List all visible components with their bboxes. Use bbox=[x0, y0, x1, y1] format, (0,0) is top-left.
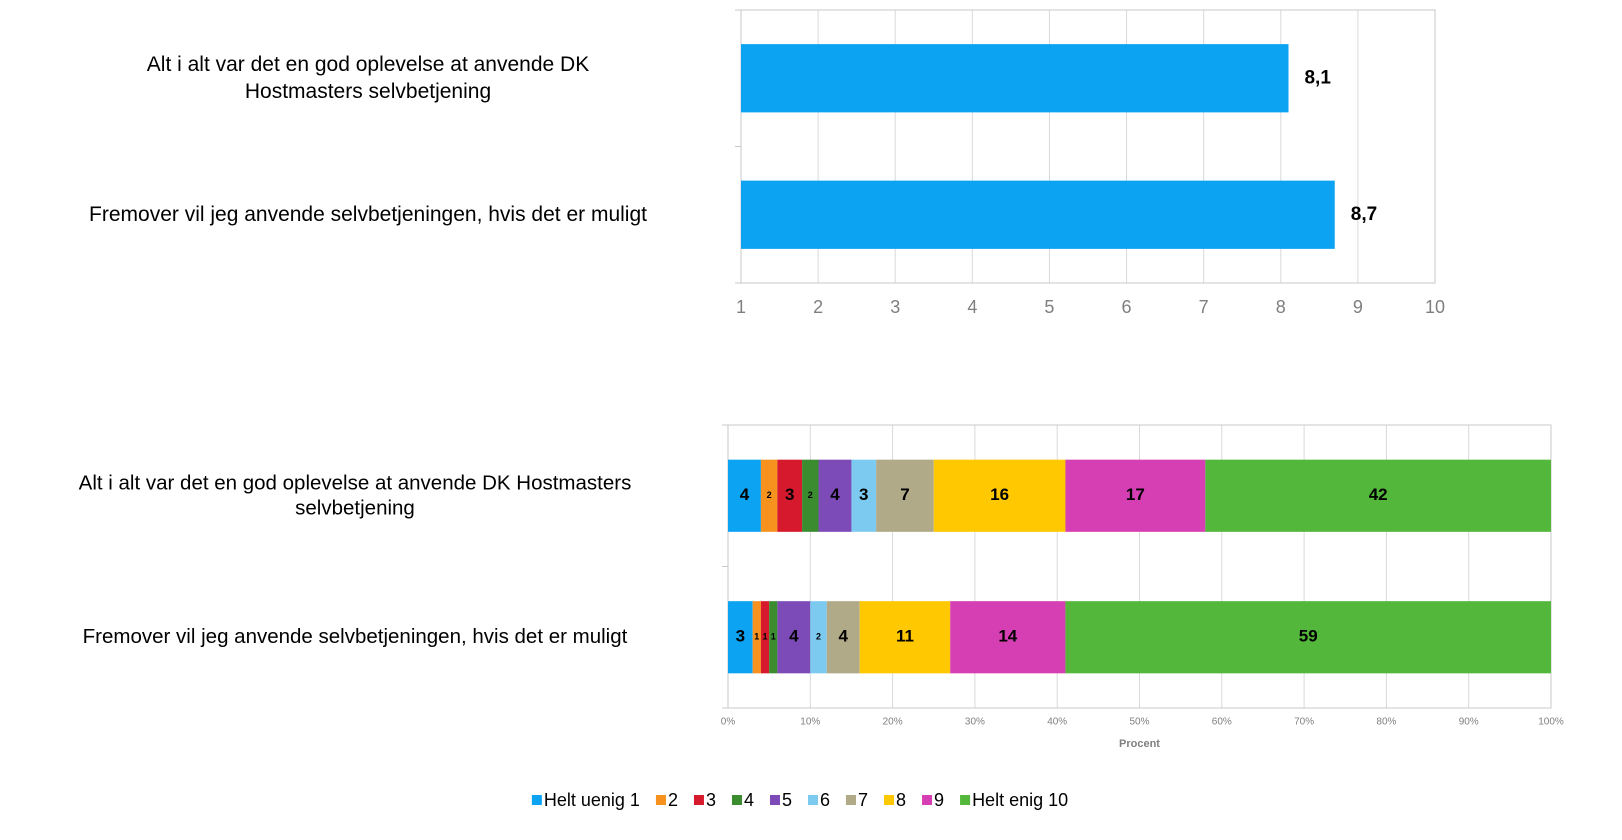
data-label: 2 bbox=[808, 490, 813, 500]
data-label: 2 bbox=[816, 632, 821, 642]
bar-segment bbox=[777, 459, 803, 532]
data-label: 59 bbox=[1299, 627, 1318, 646]
category-label: Alt i alt var det en god oplevelse at an… bbox=[78, 471, 632, 520]
data-label: 17 bbox=[1126, 485, 1145, 504]
x-tick-label: 100% bbox=[1538, 717, 1564, 728]
bar-segment bbox=[777, 601, 811, 674]
bar-segment bbox=[1065, 459, 1206, 532]
x-tick-label: 3 bbox=[890, 297, 900, 317]
legend-label: 5 bbox=[782, 790, 792, 810]
bar-segment bbox=[826, 601, 860, 674]
legend-label: 8 bbox=[896, 790, 906, 810]
bar-segment bbox=[851, 459, 877, 532]
bar-segment bbox=[933, 459, 1066, 532]
bar-segment bbox=[760, 601, 770, 674]
data-label: 7 bbox=[900, 485, 909, 504]
x-tick-label: 4 bbox=[967, 297, 977, 317]
data-label: 8,1 bbox=[1304, 67, 1331, 88]
legend-swatch bbox=[960, 795, 971, 805]
data-label: 3 bbox=[859, 485, 868, 504]
x-tick-label: 1 bbox=[736, 297, 746, 317]
bar-segment bbox=[752, 601, 761, 674]
x-tick-label: 70% bbox=[1294, 717, 1314, 728]
legend-swatch bbox=[808, 795, 818, 805]
bar-segment bbox=[1065, 601, 1551, 674]
category-label: Alt i alt var det en god oplevelse at an… bbox=[146, 53, 590, 103]
bar-segment bbox=[859, 601, 951, 674]
x-tick-label: 80% bbox=[1376, 717, 1396, 728]
legend-swatch bbox=[846, 795, 857, 805]
data-label: 3 bbox=[736, 627, 745, 646]
data-label: 8,7 bbox=[1351, 204, 1377, 225]
legend-swatch bbox=[531, 795, 542, 805]
legend-label: 2 bbox=[668, 790, 678, 810]
data-label: 1 bbox=[771, 632, 776, 642]
legend-swatch bbox=[922, 795, 933, 805]
bar-segment bbox=[810, 601, 827, 674]
bar-segment bbox=[728, 601, 753, 674]
legend-swatch bbox=[769, 795, 780, 805]
x-tick-label: 30% bbox=[965, 717, 985, 728]
x-tick-label: 40% bbox=[1047, 717, 1067, 728]
bar bbox=[741, 180, 1335, 249]
data-label: 4 bbox=[830, 485, 840, 504]
category-label: Fremover vil jeg anvende selvbetjeningen… bbox=[82, 625, 628, 649]
category-label: Fremover vil jeg anvende selvbetjeningen… bbox=[89, 202, 647, 226]
data-label: 4 bbox=[838, 627, 848, 646]
legend-label: 7 bbox=[858, 790, 868, 810]
bar-segment bbox=[1205, 459, 1551, 532]
bar-segment bbox=[760, 459, 778, 532]
legend-swatch bbox=[884, 795, 895, 805]
legend-swatch bbox=[693, 795, 704, 805]
bar bbox=[741, 44, 1289, 113]
legend-label: 3 bbox=[706, 790, 716, 810]
x-tick-label: 10% bbox=[800, 717, 820, 728]
bar-segment bbox=[728, 459, 761, 532]
x-tick-label: 0% bbox=[721, 717, 736, 728]
x-tick-label: 20% bbox=[883, 717, 903, 728]
x-tick-label: 9 bbox=[1353, 297, 1363, 317]
data-label: 1 bbox=[763, 632, 768, 642]
x-tick-label: 5 bbox=[1044, 297, 1054, 317]
data-label: 11 bbox=[896, 627, 914, 646]
data-label: 3 bbox=[785, 485, 794, 504]
x-axis-title: Procent bbox=[1119, 738, 1160, 750]
bar-segment bbox=[818, 459, 852, 532]
data-label: 1 bbox=[754, 632, 759, 642]
x-tick-label: 8 bbox=[1276, 297, 1286, 317]
bar-segment bbox=[950, 601, 1066, 674]
legend-label: 4 bbox=[744, 790, 754, 810]
bar-segment bbox=[876, 459, 934, 532]
legend-swatch bbox=[731, 795, 742, 805]
legend-label: Helt enig 10 bbox=[972, 790, 1068, 810]
bar-segment bbox=[769, 601, 778, 674]
x-tick-label: 2 bbox=[813, 297, 823, 317]
x-tick-label: 50% bbox=[1129, 717, 1149, 728]
data-label: 4 bbox=[789, 627, 799, 646]
x-tick-label: 6 bbox=[1122, 297, 1132, 317]
x-tick-label: 90% bbox=[1459, 717, 1479, 728]
legend-label: 9 bbox=[934, 790, 944, 810]
legend-label: 6 bbox=[820, 790, 830, 810]
bar-segment bbox=[802, 459, 819, 532]
data-label: 14 bbox=[998, 627, 1017, 646]
data-label: 4 bbox=[740, 485, 750, 504]
x-tick-label: 10 bbox=[1425, 297, 1445, 317]
data-label: 16 bbox=[990, 485, 1009, 504]
legend-swatch bbox=[655, 795, 666, 805]
legend-label: Helt uenig 1 bbox=[544, 790, 640, 810]
data-label: 42 bbox=[1369, 485, 1388, 504]
data-label: 2 bbox=[767, 490, 772, 500]
x-tick-label: 60% bbox=[1212, 717, 1232, 728]
x-tick-label: 7 bbox=[1199, 297, 1209, 317]
